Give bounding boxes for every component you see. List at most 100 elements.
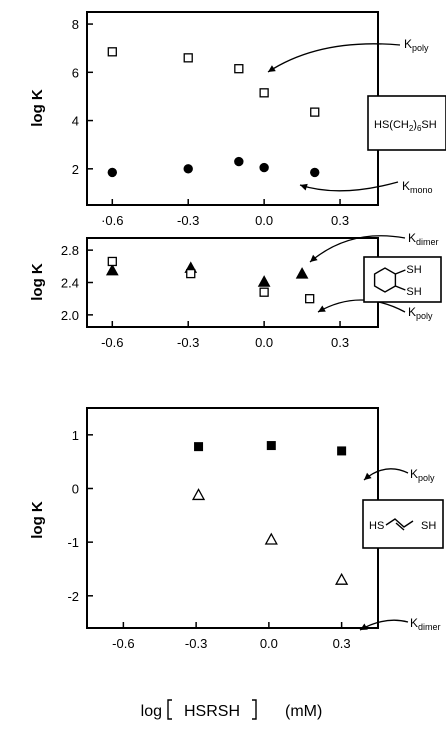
- y-tick-label: 8: [72, 17, 79, 32]
- y-axis-label: log K: [29, 89, 46, 127]
- data-point: [186, 268, 196, 279]
- data-point: [259, 162, 269, 173]
- data-point: [194, 442, 204, 452]
- k-poly-label-main: K: [404, 37, 412, 51]
- formula-part: ): [413, 119, 417, 131]
- y-tick-label: 2.0: [61, 308, 79, 323]
- plot-frame: [86, 407, 379, 629]
- data-point: [234, 156, 244, 167]
- k-mono-arrow: [299, 181, 399, 192]
- k-poly-arrow: [317, 299, 406, 313]
- data-point: [295, 267, 309, 279]
- bond: [395, 285, 406, 291]
- x-axis-label: log HSRSH (mM): [141, 699, 322, 720]
- data-point: [337, 446, 347, 456]
- k-poly-label-sub: poly: [416, 311, 433, 321]
- k-poly-label-main: K: [410, 467, 418, 481]
- series-k-poly: [107, 47, 320, 117]
- k-poly-label: Kpoly: [410, 467, 435, 483]
- series-k-mono: [107, 156, 320, 178]
- bracket-left: [167, 699, 172, 720]
- data-point: [264, 532, 278, 545]
- formula-part: 2: [409, 124, 414, 133]
- data-point: [183, 53, 193, 63]
- x-label-unit: (mM): [285, 703, 322, 720]
- k-poly-arrow-head: [364, 472, 372, 480]
- data-point: [310, 107, 320, 117]
- k-poly-arrow-head: [268, 65, 276, 72]
- butene-chain: [385, 518, 414, 528]
- data-point: [259, 287, 269, 297]
- data-point: [105, 263, 119, 276]
- x-tick-label: -0.3: [177, 335, 199, 350]
- k-dimer-label-sub: dimer: [416, 237, 439, 247]
- thiol-label: SH: [406, 264, 421, 276]
- data-point: [266, 441, 276, 451]
- k-dimer-label-sub: dimer: [418, 622, 441, 632]
- chart-panel-2: -0.6 -0.3 0.0 0.3 2.0 2.4 2.8 log K: [29, 237, 379, 350]
- y-tick-label: 6: [72, 65, 79, 80]
- y-tick-label: -2: [67, 589, 79, 604]
- x-tick-label: -0.3: [185, 636, 207, 651]
- k-dimer-arrow: [309, 235, 406, 263]
- y-axis-label: log K: [29, 263, 46, 301]
- data-point: [234, 64, 244, 74]
- thiol-label: SH: [421, 520, 436, 532]
- x-tick-label: -0.6: [101, 335, 123, 350]
- data-point: [107, 47, 117, 57]
- series-k-poly: [107, 256, 315, 304]
- x-tick-label: 0.3: [331, 213, 349, 228]
- formula-part: HS(CH: [374, 119, 409, 131]
- k-poly-label-sub: poly: [412, 43, 429, 53]
- bracket-right: [252, 699, 257, 720]
- series-k-dimer: [105, 261, 309, 287]
- k-poly-arrow-head: [318, 305, 326, 312]
- x-tick-label: 0.3: [331, 335, 349, 350]
- y-tick-label: 0: [72, 481, 79, 496]
- x-tick-label: -0.3: [177, 213, 199, 228]
- k-mono-label-main: K: [402, 179, 410, 193]
- y-tick-label: 2.4: [61, 276, 79, 291]
- k-poly-label: Kpoly: [408, 305, 433, 321]
- bond: [395, 269, 406, 275]
- thiol-label: SH: [406, 286, 421, 298]
- k-dimer-arrow-head: [310, 254, 318, 262]
- thiol-label: HS: [369, 520, 384, 532]
- k-poly-label-sub: poly: [418, 473, 435, 483]
- data-point: [310, 167, 320, 178]
- y-tick-label: 2: [72, 162, 79, 177]
- k-dimer-label-main: K: [408, 231, 416, 245]
- x-tick-label: -0.6: [112, 636, 134, 651]
- data-point: [191, 488, 206, 501]
- data-point: [107, 167, 118, 178]
- k-poly-label: Kpoly: [404, 37, 429, 53]
- formula-part: 6: [417, 124, 422, 133]
- x-label-log: log: [141, 703, 162, 720]
- k-mono-label: Kmono: [402, 179, 433, 195]
- plot-frame: [86, 237, 379, 328]
- y-tick-label: 1: [72, 428, 79, 443]
- k-mono-label-sub: mono: [410, 185, 433, 195]
- compound-box: [367, 95, 446, 151]
- k-mono-arrow-head: [300, 183, 308, 191]
- plot-frame: [86, 11, 379, 206]
- formula-part: SH: [421, 119, 436, 131]
- x-tick-label: ·0.6: [101, 213, 123, 228]
- double-bond: [395, 522, 405, 531]
- compound-box: [363, 256, 442, 303]
- data-point: [305, 294, 315, 304]
- k-dimer-label: Kdimer: [410, 616, 441, 632]
- data-point: [259, 88, 269, 98]
- y-tick-label: 4: [72, 114, 79, 129]
- x-tick-label: 0.0: [255, 213, 273, 228]
- k-dimer-arrow-head: [360, 623, 368, 630]
- compound-box: [362, 499, 444, 549]
- k-dimer-label: Kdimer: [408, 231, 439, 247]
- series-k-dimer: [191, 488, 349, 585]
- k-poly-label-main: K: [408, 305, 416, 319]
- x-tick-label: 0.0: [260, 636, 278, 651]
